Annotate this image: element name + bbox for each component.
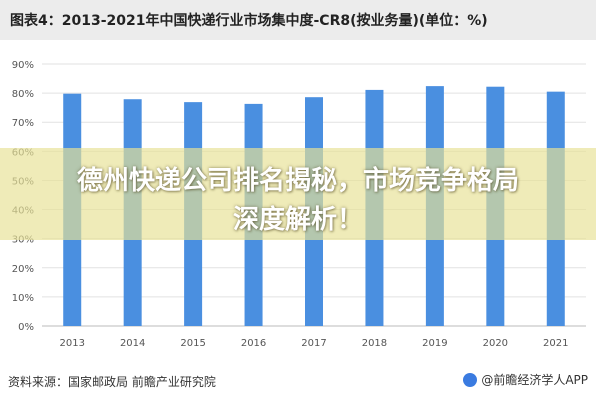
x-tick-label: 2015 xyxy=(180,338,205,349)
x-tick-label: 2017 xyxy=(301,338,326,349)
x-tick-label: 2016 xyxy=(241,338,266,349)
y-tick-label: 90% xyxy=(12,60,34,71)
y-tick-label: 80% xyxy=(12,89,34,100)
y-tick-label: 30% xyxy=(12,235,34,246)
x-tick-label: 2019 xyxy=(422,338,447,349)
x-tick-label: 2020 xyxy=(483,338,508,349)
y-tick-label: 20% xyxy=(12,264,34,275)
x-tick-label: 2014 xyxy=(120,338,145,349)
watermark: @前瞻经济学人APP xyxy=(463,371,588,388)
headline-banner xyxy=(0,148,596,240)
chart-title-bar: 图表4：2013-2021年中国快递行业市场集中度-CR8(按业务量)(单位：%… xyxy=(0,0,596,40)
source-note: 资料来源：国家邮政局 前瞻产业研究院 xyxy=(8,375,216,389)
y-tick-label: 10% xyxy=(12,293,34,304)
x-tick-label: 2018 xyxy=(362,338,387,349)
logo-icon xyxy=(463,372,478,387)
watermark-text: @前瞻经济学人APP xyxy=(481,373,588,387)
headline-line-2: 深度解析！ xyxy=(232,205,363,235)
headline-line-1: 德州快递公司排名揭秘，市场竞争格局 xyxy=(76,166,519,196)
x-tick-label: 2013 xyxy=(59,338,84,349)
chart-title: 图表4：2013-2021年中国快递行业市场集中度-CR8(按业务量)(单位：%… xyxy=(10,13,488,29)
y-tick-label: 0% xyxy=(18,322,34,333)
y-tick-label: 70% xyxy=(12,118,34,129)
x-tick-label: 2021 xyxy=(543,338,568,349)
x-axis-ticks: 2013 2014 2015 2016 2017 2018 2019 2020 2021 xyxy=(59,338,568,349)
